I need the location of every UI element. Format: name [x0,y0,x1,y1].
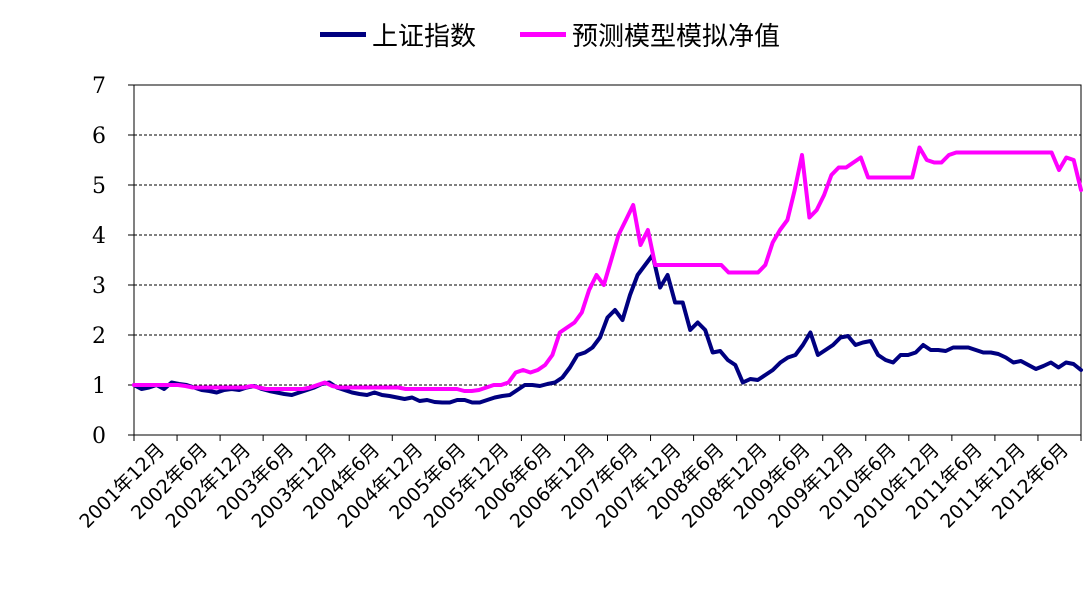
legend-label-shanghai-index: 上证指数 [372,21,477,52]
x-axis: 2001年12月2002年6月2002年12月2003年6月2003年12月20… [75,435,1082,533]
legend: 上证指数 预测模型模拟净值 [0,14,1092,54]
plot-border [133,84,1082,436]
series-line-model-nav [132,145,1083,393]
legend-swatch-model-nav [520,31,566,37]
legend-swatch-shanghai-index [320,31,366,37]
y-tick-label: 3 [92,274,106,299]
y-tick-label: 0 [92,424,106,449]
legend-label-model-nav: 预测模型模拟净值 [572,21,781,52]
y-tick-label: 7 [92,74,106,99]
series-line-shanghai-index [132,253,1083,405]
y-tick-label: 5 [92,174,106,199]
y-axis: 0 1 2 3 4 5 6 7 [92,74,1082,449]
plot-area [132,145,1083,405]
legend-item-model-nav: 预测模型模拟净值 [520,14,780,54]
y-tick-label: 6 [92,124,106,149]
y-tick-label: 2 [92,324,106,349]
y-tick-label: 1 [92,374,106,399]
y-tick-label: 4 [92,224,106,249]
legend-item-shanghai-index: 上证指数 [320,14,476,54]
gridlines [134,84,1081,386]
